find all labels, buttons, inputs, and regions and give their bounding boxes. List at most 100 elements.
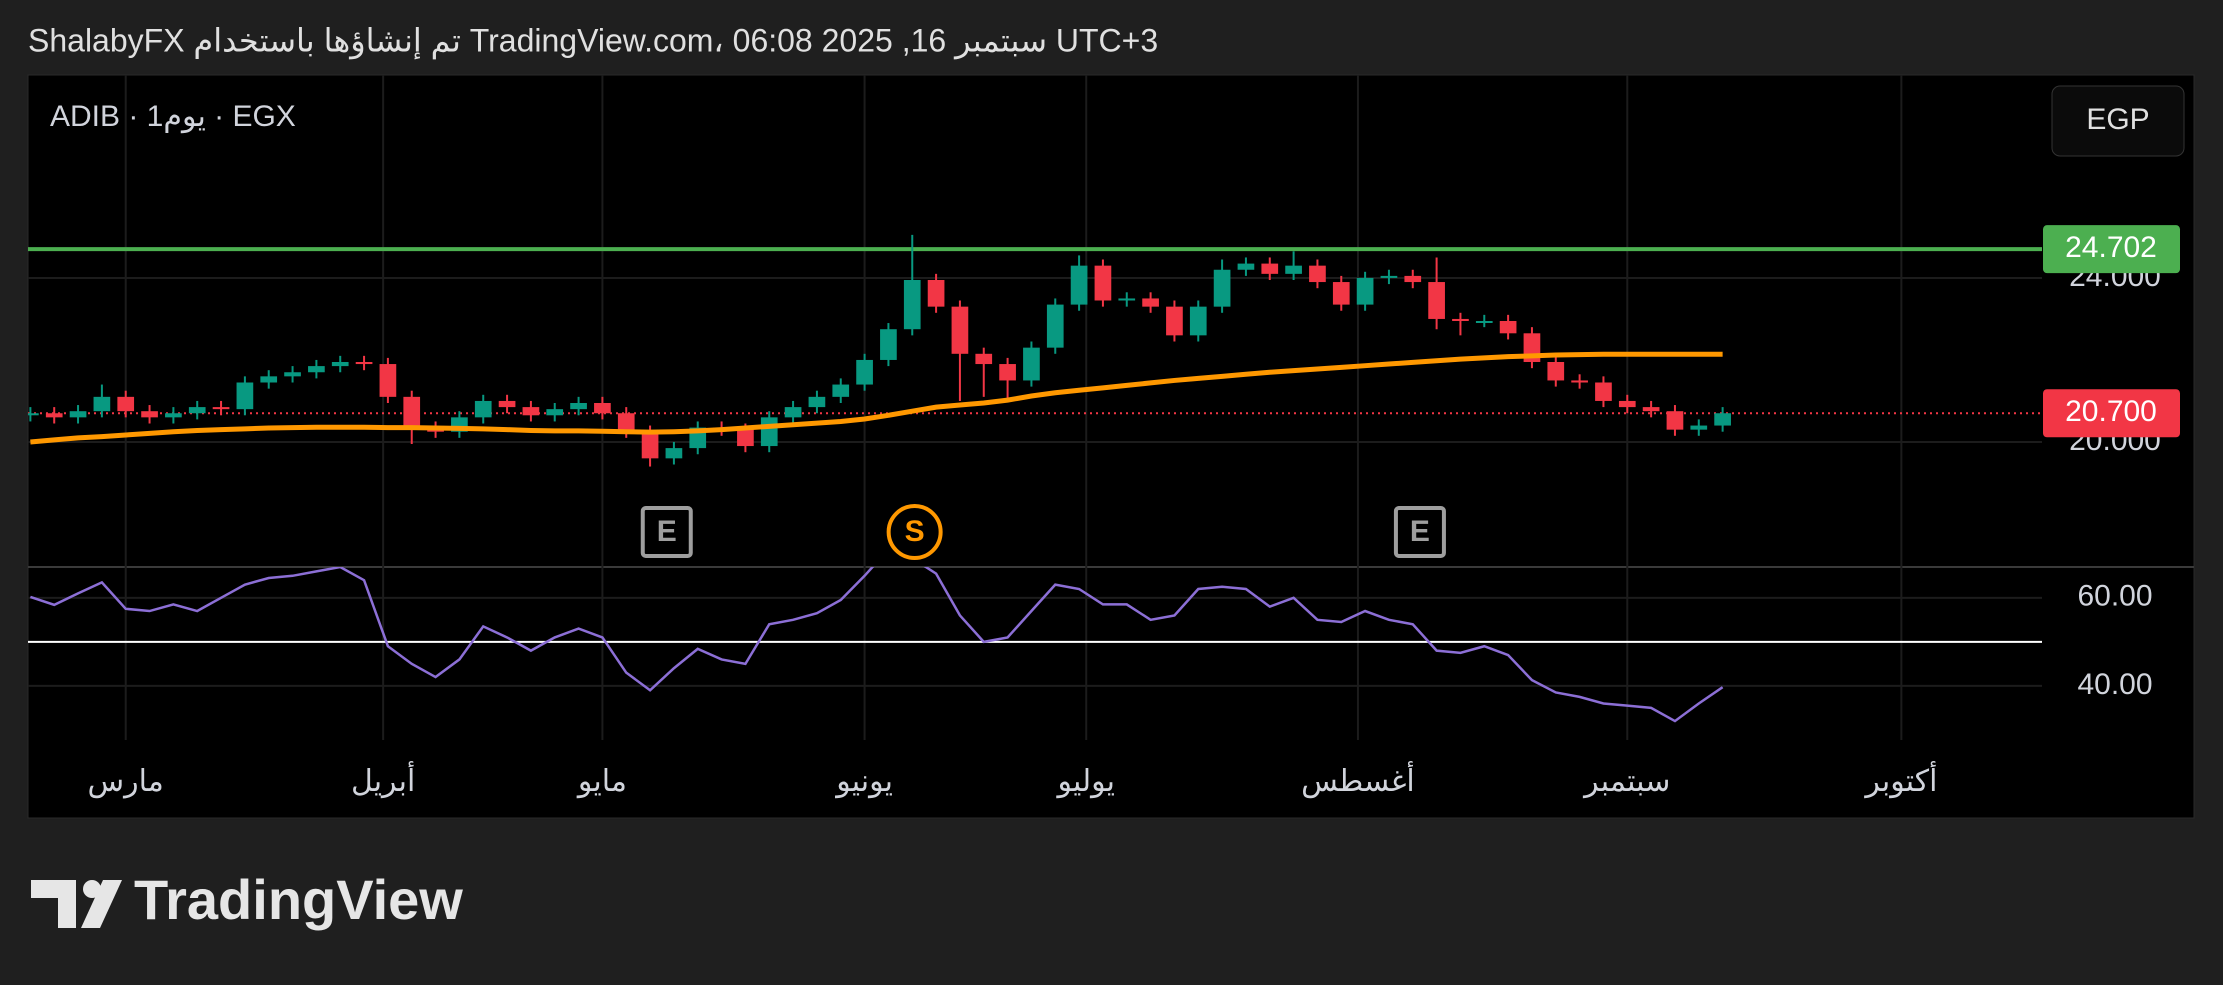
currency-label[interactable]: EGP [2086, 103, 2149, 136]
x-tick-label: سبتمبر [1582, 765, 1670, 798]
candle-body [1404, 275, 1422, 283]
event-label: E [657, 515, 677, 548]
candle-body [308, 366, 325, 373]
candle-body [1023, 347, 1040, 381]
candle-body [1714, 413, 1731, 426]
candle-body [141, 411, 158, 418]
event-marker [886, 504, 943, 560]
candle-body [1666, 411, 1684, 430]
candle-body [1547, 362, 1565, 381]
candle-body [617, 413, 635, 432]
rsi-tick-label: 40.00 [2077, 668, 2152, 701]
candle-body [1690, 425, 1708, 430]
currency-button[interactable] [2051, 85, 2185, 157]
candle-body [1213, 269, 1231, 307]
candle-body [1094, 265, 1112, 301]
candle-body [880, 329, 897, 360]
candle-body [260, 376, 278, 383]
rsi-line [29, 567, 1724, 723]
price-label-box [2043, 389, 2180, 438]
candle-body [1332, 282, 1350, 305]
candle-body [355, 362, 373, 365]
x-tick-label: يونيو [834, 765, 893, 798]
candle-body [1595, 382, 1612, 401]
candle-body [570, 403, 587, 410]
candle-body [1380, 275, 1398, 278]
event-label: S [905, 515, 925, 548]
candle-body [331, 362, 349, 367]
candle-body [93, 396, 111, 412]
candle-body [379, 364, 397, 397]
candle-body [498, 400, 516, 408]
candle-body [1571, 380, 1588, 383]
candle-body [784, 407, 802, 418]
candle-body [1642, 407, 1660, 412]
event-marker [1393, 506, 1446, 558]
logo-icon [31, 880, 122, 928]
candle-body [1309, 265, 1326, 283]
header: ShalabyFX تم إنشاؤها باستخدام TradingVie… [28, 22, 1158, 59]
candle-body [1189, 306, 1207, 336]
candle-body [737, 429, 754, 447]
moving-average [30, 351, 1723, 445]
candle-body [760, 417, 778, 447]
candle-body [927, 280, 945, 307]
candle-body [474, 400, 492, 418]
candle-body [808, 396, 826, 408]
price-pane [28, 234, 2042, 467]
candle-body [1237, 263, 1255, 270]
symbol-legend: ADIB · 1يوم · EGX [50, 100, 296, 133]
candle-body [69, 411, 87, 418]
candle-body [1475, 321, 1493, 323]
footer-logo: TradingView [134, 868, 463, 931]
event-marker [640, 506, 693, 558]
candle-body [1499, 321, 1517, 334]
price-label: 24.702 [2065, 231, 2157, 264]
candle-body [546, 409, 564, 416]
candle-body [188, 407, 206, 414]
candle-body [1428, 282, 1445, 319]
x-tick-label: أكتوبر [1863, 760, 1937, 798]
x-tick-label: مارس [88, 765, 164, 798]
candle-body [999, 364, 1016, 381]
candle-body [1142, 298, 1159, 307]
candle-body [28, 413, 39, 416]
candle-body [1046, 304, 1064, 348]
candle-body [903, 280, 921, 330]
candle-body [522, 407, 540, 416]
x-tick-label: مايو [576, 765, 627, 798]
rsi-pane [28, 567, 2042, 723]
candle-body [1070, 265, 1088, 305]
candle-body [1618, 400, 1636, 408]
candle-body [212, 407, 230, 410]
candle-body [403, 396, 421, 428]
candle-body [856, 359, 873, 385]
candle-body [951, 306, 969, 354]
candle-body [594, 403, 611, 414]
candle-body [1261, 263, 1279, 274]
candle-body [165, 413, 182, 418]
overlay: مارس أبريل مايو يونيو يوليو أغسطس سبتمبر أكتوبر… [88, 225, 2180, 798]
chart-panel [27, 74, 2195, 819]
x-tick-label: يوليو [1055, 765, 1115, 798]
candle-body [1356, 277, 1374, 305]
rsi-tick-label: 60.00 [2077, 580, 2152, 613]
candle-body [236, 382, 254, 410]
candle-body [1118, 298, 1136, 301]
candle-body [832, 384, 850, 397]
price-label: 20.700 [2065, 395, 2157, 428]
candle-body [1285, 265, 1302, 274]
candle-body [665, 448, 683, 459]
candle-body [641, 431, 659, 459]
candle-body [975, 353, 993, 365]
candle-body [1166, 306, 1183, 336]
event-label: E [1410, 515, 1430, 548]
candle-body [45, 413, 63, 418]
grid [28, 75, 2042, 740]
price-label-box [2043, 225, 2180, 274]
candle-body [284, 372, 301, 377]
x-tick-label: أغسطس [1301, 760, 1415, 798]
x-tick-label: أبريل [351, 760, 415, 798]
